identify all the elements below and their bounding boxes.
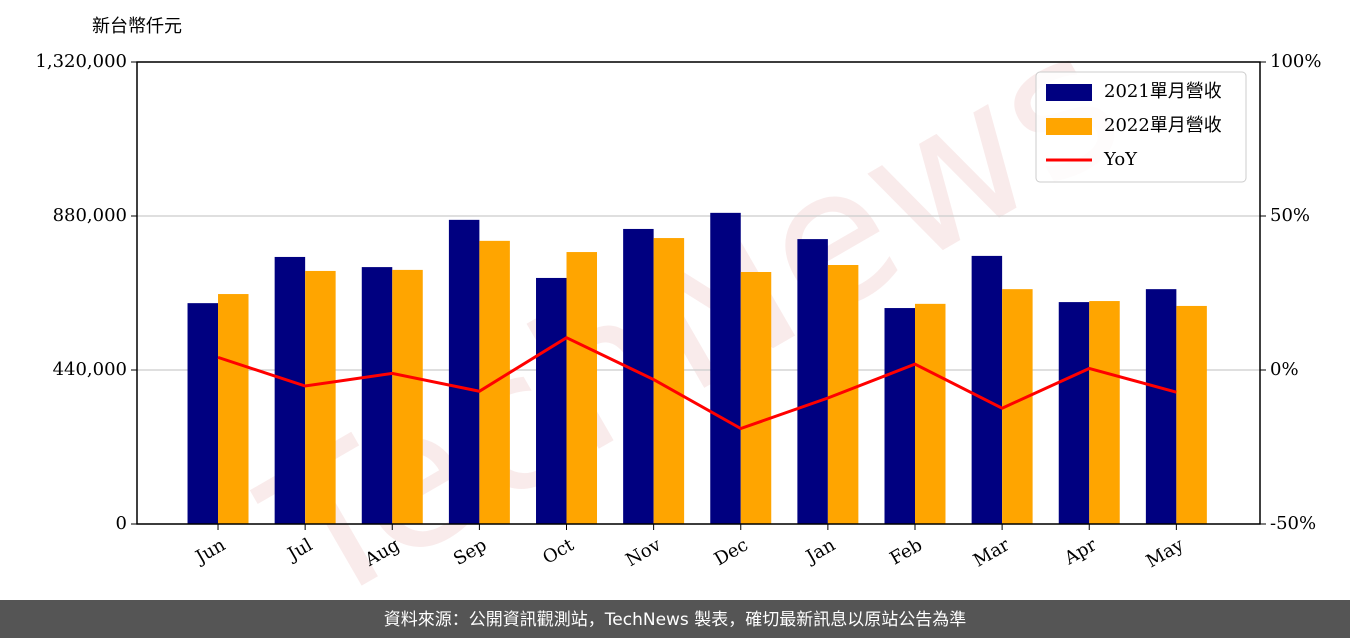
x-tick-label: Feb bbox=[886, 534, 926, 569]
x-tick-label: Apr bbox=[1060, 534, 1100, 569]
bar bbox=[971, 255, 1003, 524]
y2-tick-label: 50% bbox=[1270, 205, 1310, 226]
bar bbox=[827, 265, 859, 524]
bar bbox=[361, 267, 393, 524]
bar bbox=[1058, 302, 1090, 524]
bar bbox=[740, 272, 772, 524]
x-tick-label: Mar bbox=[970, 534, 1014, 571]
bar bbox=[797, 239, 828, 524]
bar bbox=[566, 252, 598, 525]
bar bbox=[392, 269, 423, 524]
bar bbox=[1089, 301, 1120, 524]
bar bbox=[914, 303, 946, 524]
legend-swatch bbox=[1046, 84, 1092, 101]
bar bbox=[448, 219, 480, 524]
yoy-line bbox=[217, 335, 1177, 431]
source-note: 資料來源：公開資訊觀測站，TechNews 製表，確切最新訊息以原站公告為準 bbox=[384, 610, 966, 630]
bar bbox=[710, 212, 741, 524]
legend-label: 2022單月營收 bbox=[1104, 115, 1222, 136]
legend-label: 2021單月營收 bbox=[1104, 81, 1222, 102]
x-tick-label: Oct bbox=[539, 534, 578, 569]
y-tick-label: 1,320,000 bbox=[35, 51, 127, 72]
plot-frame bbox=[136, 61, 1261, 525]
y2-tick-label: 0% bbox=[1270, 359, 1299, 380]
y-axis-label: 新台幣仟元 bbox=[92, 16, 182, 37]
y-tick-label: 0 bbox=[116, 513, 127, 534]
x-tick-label: Jan bbox=[801, 534, 839, 568]
bar bbox=[187, 303, 219, 524]
legend-label: YoY bbox=[1103, 149, 1138, 170]
bar bbox=[274, 256, 306, 524]
y2-tick-label: 100% bbox=[1270, 51, 1321, 72]
bar bbox=[536, 277, 567, 524]
legend-swatch bbox=[1046, 118, 1092, 135]
x-tick-label: Jun bbox=[190, 534, 229, 569]
bar bbox=[218, 294, 249, 524]
bar bbox=[305, 270, 336, 524]
y2-tick-label: -50% bbox=[1270, 513, 1316, 534]
bar bbox=[1176, 305, 1207, 524]
bar bbox=[884, 308, 915, 524]
x-tick-label: Nov bbox=[622, 534, 665, 571]
y-tick-label: 880,000 bbox=[53, 205, 127, 226]
y-tick-label: 440,000 bbox=[53, 359, 127, 380]
x-tick-label: Dec bbox=[711, 534, 752, 570]
footer-bar bbox=[0, 600, 1350, 638]
bar bbox=[1145, 289, 1177, 524]
x-tick-label: May bbox=[1143, 534, 1188, 572]
